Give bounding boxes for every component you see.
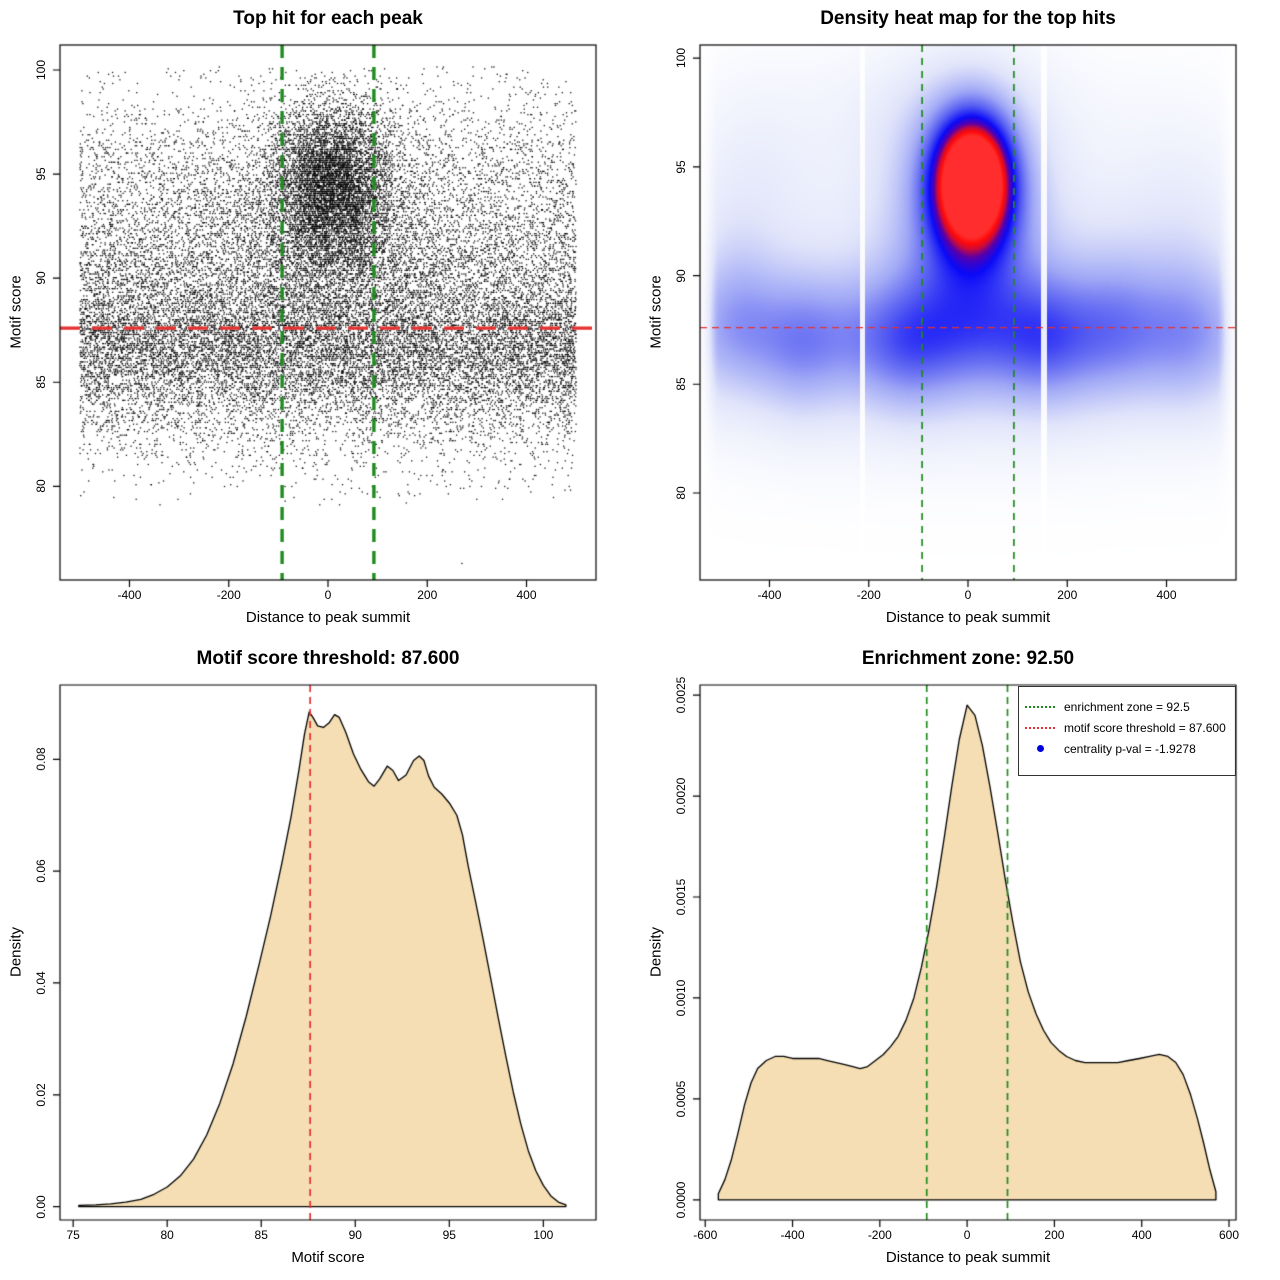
x-tick-label: -400 bbox=[117, 588, 142, 602]
y-tick-label: 80 bbox=[674, 486, 688, 500]
y-tick-label: 90 bbox=[674, 268, 688, 283]
y-axis-title: Motif score bbox=[7, 275, 25, 349]
y-tick-label: 100 bbox=[34, 59, 48, 80]
panel-enrichment-zone-density: Enrichment zone: 92.50 Distance to peak … bbox=[640, 640, 1280, 1280]
y-tick-label: 0.06 bbox=[34, 859, 48, 883]
legend-item-label: motif score threshold = 87.600 bbox=[1064, 720, 1226, 735]
x-tick-label: 75 bbox=[66, 1228, 80, 1242]
y-axis-title: Motif score bbox=[647, 275, 665, 349]
x-tick-label: -200 bbox=[867, 1228, 892, 1242]
y-tick-label: 90 bbox=[34, 271, 48, 285]
legend-point-icon bbox=[1025, 745, 1055, 752]
y-tick-label: 0.0010 bbox=[674, 979, 688, 1017]
x-axis-title: Distance to peak summit bbox=[885, 609, 1051, 626]
legend-dotted-line-icon bbox=[1025, 705, 1055, 708]
x-tick-label: -400 bbox=[757, 588, 782, 602]
y-tick-label: 0.0000 bbox=[674, 1181, 688, 1219]
x-axis-title: Motif score bbox=[291, 1249, 365, 1266]
y-tick-label: 0.0005 bbox=[674, 1080, 688, 1118]
motif-density-plot-canvas bbox=[0, 640, 640, 1280]
y-axis-title: Density bbox=[7, 926, 25, 978]
legend-item-label: centrality p-val = -1.9278 bbox=[1064, 741, 1196, 756]
x-tick-label: 85 bbox=[254, 1228, 268, 1242]
legend-item: centrality p-val = -1.9278 bbox=[1025, 738, 1231, 759]
heatmap-plot-canvas bbox=[640, 0, 1280, 640]
legend-item: motif score threshold = 87.600 bbox=[1025, 717, 1231, 738]
x-tick-label: -200 bbox=[216, 588, 241, 602]
y-tick-label: 0.0025 bbox=[674, 676, 688, 714]
x-tick-label: 0 bbox=[964, 588, 972, 602]
y-axis-title: Density bbox=[647, 926, 665, 978]
x-tick-label: -200 bbox=[856, 588, 881, 602]
panel-motif-score-density: Motif score threshold: 87.600 Motif scor… bbox=[0, 640, 640, 1280]
y-tick-label: 95 bbox=[34, 167, 48, 181]
x-tick-label: -600 bbox=[693, 1228, 718, 1242]
panel-title: Motif score threshold: 87.600 bbox=[196, 648, 460, 669]
panel-title: Top hit for each peak bbox=[233, 8, 423, 29]
x-axis-title: Distance to peak summit bbox=[245, 609, 411, 626]
scatter-plot-canvas bbox=[0, 0, 640, 640]
panel-title: Enrichment zone: 92.50 bbox=[861, 648, 1075, 669]
panel-title: Density heat map for the top hits bbox=[820, 8, 1116, 29]
y-tick-label: 0.0015 bbox=[674, 878, 688, 916]
y-tick-label: 0.04 bbox=[34, 971, 48, 995]
y-tick-label: 85 bbox=[674, 377, 688, 391]
y-tick-label: 80 bbox=[34, 479, 48, 493]
x-tick-label: 400 bbox=[1131, 1228, 1152, 1242]
legend-item-label: enrichment zone = 92.5 bbox=[1064, 699, 1190, 714]
legend: enrichment zone = 92.5 motif score thresh… bbox=[1018, 686, 1236, 776]
x-tick-label: 90 bbox=[348, 1228, 362, 1242]
x-tick-label: 80 bbox=[160, 1228, 174, 1242]
x-tick-label: 200 bbox=[1057, 588, 1078, 602]
x-tick-label: 600 bbox=[1219, 1228, 1240, 1242]
x-axis-title: Distance to peak summit bbox=[885, 1249, 1051, 1266]
y-tick-label: 95 bbox=[674, 160, 688, 174]
x-tick-label: 0 bbox=[324, 588, 332, 602]
x-tick-label: 0 bbox=[963, 1228, 971, 1242]
y-tick-label: 85 bbox=[34, 375, 48, 389]
panel-density-heatmap: Density heat map for the top hits Distan… bbox=[640, 0, 1280, 640]
distance-density-plot-canvas bbox=[640, 640, 1280, 1280]
x-tick-label: 200 bbox=[1044, 1228, 1065, 1242]
x-tick-label: 100 bbox=[533, 1228, 554, 1242]
x-tick-label: -400 bbox=[780, 1228, 805, 1242]
x-tick-label: 400 bbox=[516, 588, 537, 602]
x-tick-label: 95 bbox=[442, 1228, 456, 1242]
y-tick-label: 0.0020 bbox=[674, 777, 688, 815]
y-tick-label: 100 bbox=[674, 48, 688, 69]
x-tick-label: 400 bbox=[1156, 588, 1177, 602]
x-tick-label: 200 bbox=[417, 588, 438, 602]
y-tick-label: 0.02 bbox=[34, 1083, 48, 1107]
y-tick-label: 0.08 bbox=[34, 747, 48, 772]
panel-top-hit-scatter: Top hit for each peak Distance to peak s… bbox=[0, 0, 640, 640]
y-tick-label: 0.00 bbox=[34, 1194, 48, 1219]
legend-dotted-line-icon bbox=[1025, 726, 1055, 729]
legend-item: enrichment zone = 92.5 bbox=[1025, 696, 1231, 717]
